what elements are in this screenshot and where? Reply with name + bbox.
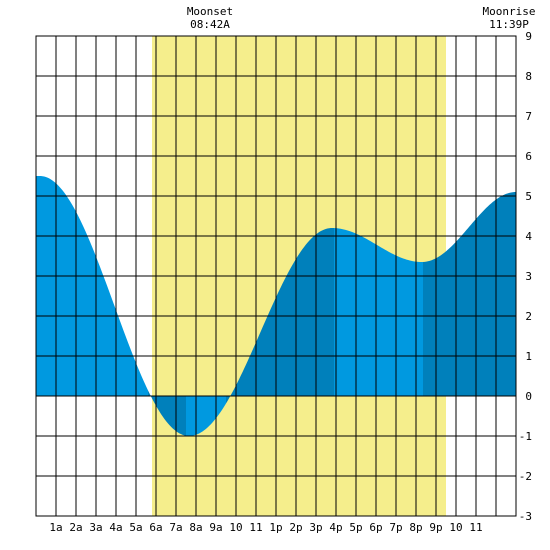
x-tick-label: 7a: [169, 521, 182, 534]
y-tick-label: -1: [519, 430, 532, 443]
x-tick-label: 2a: [69, 521, 82, 534]
x-tick-label: 8a: [189, 521, 202, 534]
x-tick-label: 3a: [89, 521, 102, 534]
y-tick-label: 5: [525, 190, 532, 203]
y-tick-label: 0: [525, 390, 532, 403]
moon-event-name: Moonset: [187, 5, 233, 18]
x-tick-label: 9a: [209, 521, 222, 534]
x-tick-label: 5a: [129, 521, 142, 534]
x-tick-label: 6p: [369, 521, 382, 534]
x-tick-label: 1p: [269, 521, 282, 534]
y-tick-label: 7: [525, 110, 532, 123]
x-tick-label: 10: [449, 521, 462, 534]
tide-segment-1: [36, 176, 148, 396]
x-tick-label: 9p: [429, 521, 442, 534]
y-tick-label: 2: [525, 310, 532, 323]
moon-event-name: Moonrise: [483, 5, 536, 18]
y-tick-label: 1: [525, 350, 532, 363]
y-tick-label: 3: [525, 270, 532, 283]
x-tick-label: 2p: [289, 521, 302, 534]
x-tick-label: 11: [469, 521, 482, 534]
moon-event-time: 11:39P: [489, 18, 529, 31]
x-tick-label: 3p: [309, 521, 322, 534]
x-tick-label: 8p: [409, 521, 422, 534]
x-tick-label: 11: [249, 521, 262, 534]
x-tick-label: 10: [229, 521, 242, 534]
x-tick-label: 4a: [109, 521, 122, 534]
plot-border: [35, 35, 517, 517]
tide-segment-2: [148, 390, 186, 436]
x-tick-label: 1a: [49, 521, 62, 534]
y-tick-label: 4: [525, 230, 532, 243]
tide-segment-6: [423, 192, 516, 396]
y-tick-label: -3: [519, 510, 532, 523]
y-tick-label: -2: [519, 470, 532, 483]
x-tick-label: 7p: [389, 521, 402, 534]
moon-event-time: 08:42A: [190, 18, 230, 31]
x-tick-label: 6a: [149, 521, 162, 534]
y-tick-label: 8: [525, 70, 532, 83]
y-tick-label: 6: [525, 150, 532, 163]
x-tick-label: 5p: [349, 521, 362, 534]
y-tick-label: 9: [525, 30, 532, 43]
grid-layer: [35, 35, 517, 517]
x-tick-label: 4p: [329, 521, 342, 534]
